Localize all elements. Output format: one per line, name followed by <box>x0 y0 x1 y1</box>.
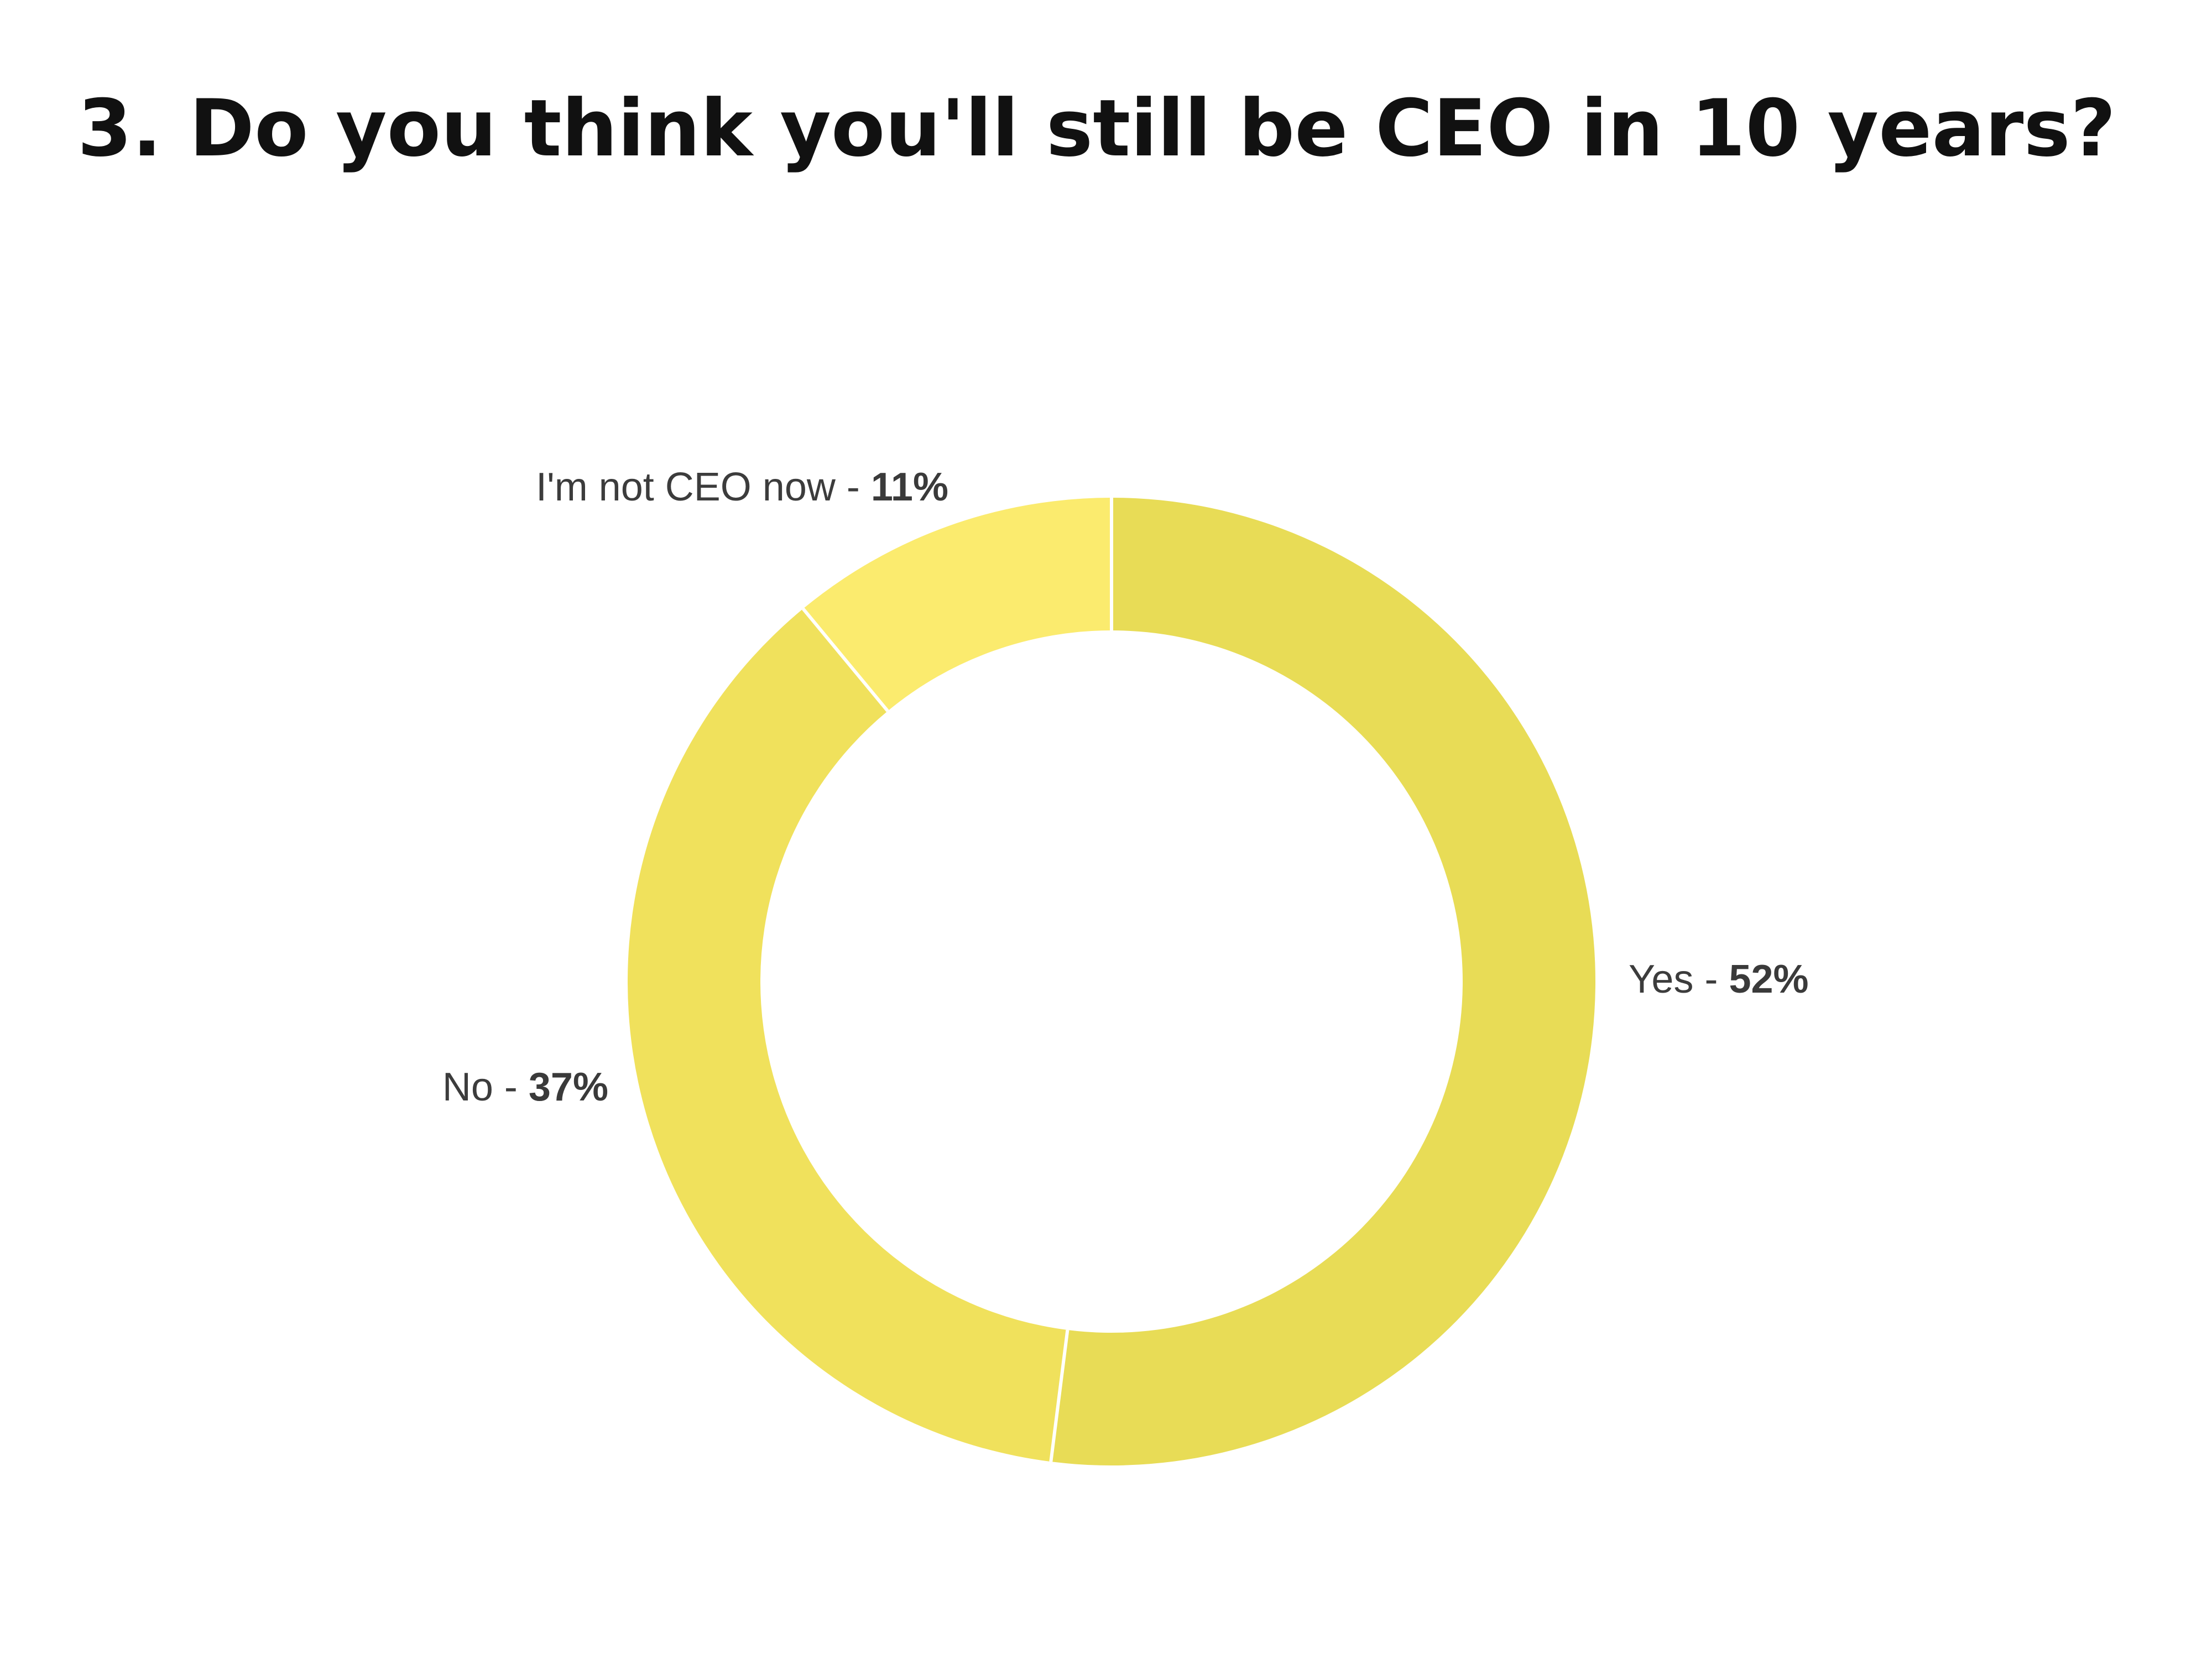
slice-i-m-not-ceo-now <box>803 498 1112 711</box>
label-name-yes: Yes - <box>1629 957 1729 1001</box>
label-value-no: 37% <box>529 1065 608 1109</box>
slice-labels: Yes - 52% No - 37% I'm not CEO now - 11% <box>442 465 1809 1109</box>
slice-yes <box>1051 498 1595 1465</box>
label-no: No - 37% <box>442 1065 608 1109</box>
slice-separators <box>801 498 1113 1462</box>
slice-no <box>627 608 1068 1462</box>
label-value-i-m-not-ceo-now: 11% <box>871 465 948 509</box>
label-i-m-not-ceo-now: I'm not CEO now - 11% <box>536 465 948 509</box>
label-yes: Yes - 52% <box>1629 957 1809 1001</box>
label-value-yes: 52% <box>1729 957 1808 1001</box>
separator-i-m-not-ceo-now <box>801 607 889 712</box>
label-name-no: No - <box>442 1065 529 1109</box>
separator-no <box>1049 1329 1070 1462</box>
donut-slices <box>627 498 1595 1465</box>
label-name-i-m-not-ceo-now: I'm not CEO now - <box>536 465 871 509</box>
chart-title: 3. Do you think you'll still be CEO in 1… <box>77 83 2116 174</box>
